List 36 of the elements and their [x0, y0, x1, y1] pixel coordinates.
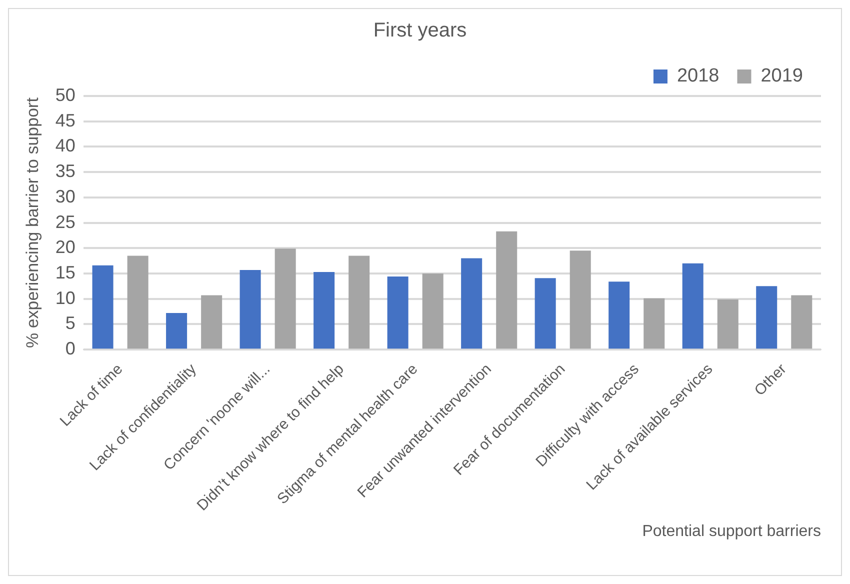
y-tick-label: 50 [55, 84, 76, 105]
bar [127, 256, 148, 349]
bar [422, 274, 444, 349]
bar [791, 295, 812, 349]
bar [240, 270, 261, 349]
bar [756, 286, 778, 349]
bar [534, 278, 556, 349]
bar [644, 298, 665, 349]
y-tick-label: 5 [65, 313, 76, 334]
bar [608, 282, 630, 349]
y-axis-title: % experiencing barrier to support [22, 97, 42, 348]
y-tick-label: 20 [55, 237, 76, 258]
bar [314, 272, 335, 349]
y-tick-label: 25 [55, 212, 76, 232]
legend-label: 2019 [760, 66, 804, 87]
bar [92, 265, 114, 349]
y-tick-label: 35 [55, 161, 76, 182]
legend-label: 2018 [676, 66, 720, 87]
y-tick-label: 0 [65, 338, 76, 359]
bar [682, 263, 704, 349]
y-tick-label: 40 [55, 136, 76, 156]
bar [201, 295, 222, 349]
bar [387, 276, 408, 349]
chart-title: First years [373, 20, 467, 42]
y-tick-label: 10 [55, 288, 76, 308]
bar [348, 256, 370, 349]
y-tick-label: 30 [55, 186, 76, 206]
bar [570, 250, 591, 349]
bar [274, 248, 296, 349]
x-axis-title: Potential support barriers [642, 522, 821, 540]
bar [717, 299, 738, 349]
bar [461, 258, 482, 349]
bar [496, 231, 518, 349]
bar [166, 313, 188, 349]
y-tick-label: 15 [55, 262, 76, 282]
y-tick-label: 45 [55, 110, 76, 130]
